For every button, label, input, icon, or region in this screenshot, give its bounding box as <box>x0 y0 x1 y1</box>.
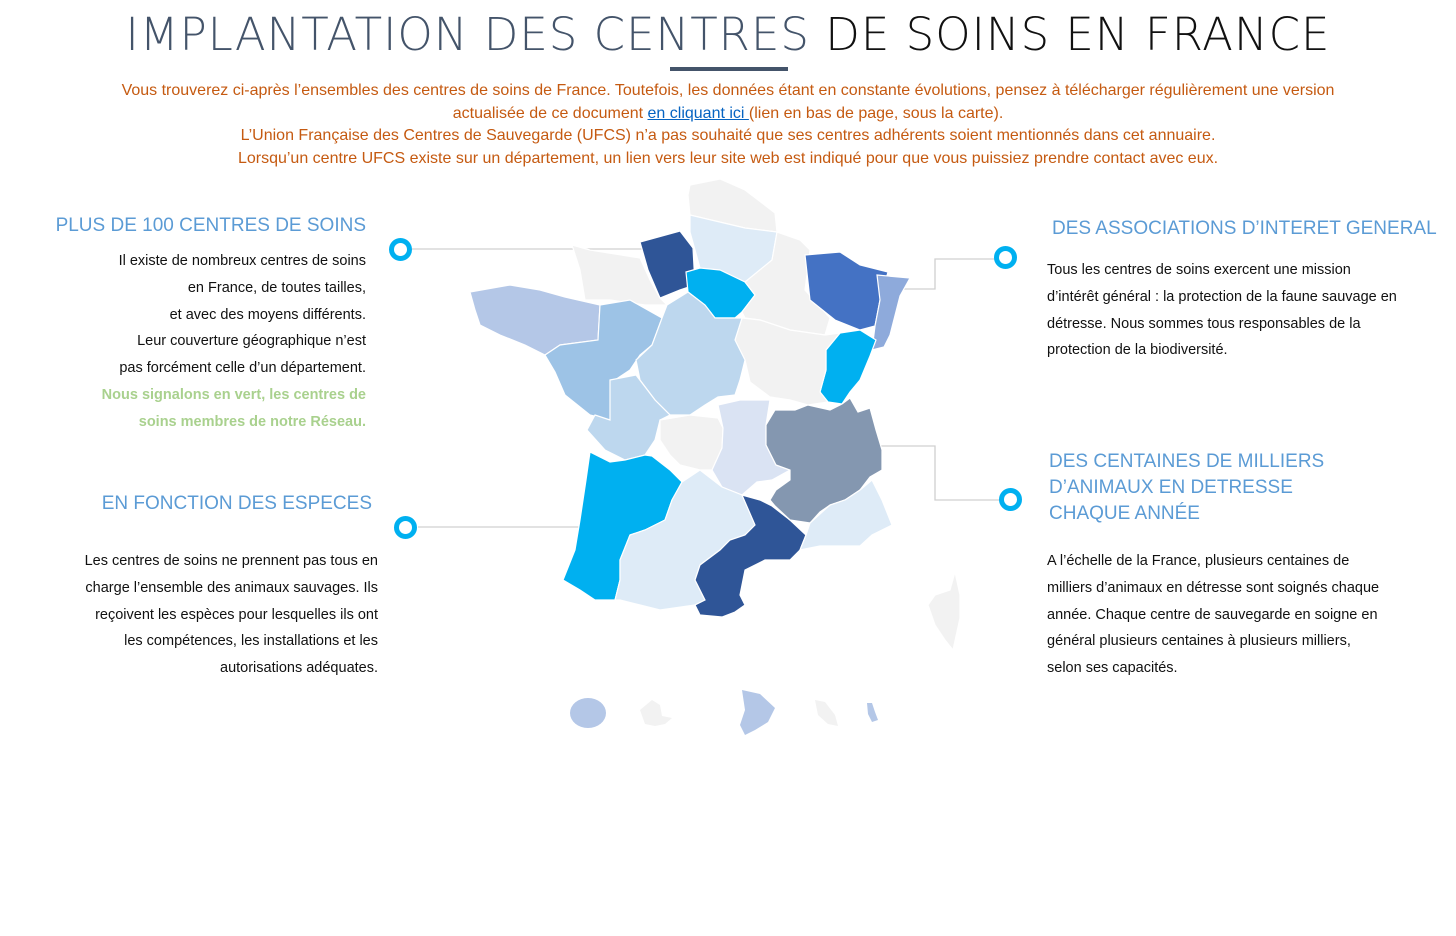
intro-line-2-after: (lien en bas de page, sous la carte). <box>748 104 1004 122</box>
text-line: charge l’ensemble des animaux sauvages. … <box>85 579 378 596</box>
region-mayotte <box>867 703 878 722</box>
region-paca <box>799 479 893 551</box>
region-centre <box>635 291 746 416</box>
region-guadeloupe <box>640 700 672 726</box>
timeline-marker-1 <box>389 238 412 261</box>
green-note-line: soins membres de notre Réseau. <box>138 413 366 430</box>
text-line: milliers d’animaux en détresse sont soig… <box>1047 579 1380 596</box>
text-line: selon ses capacités. <box>1047 660 1178 677</box>
overseas-territories <box>570 690 878 735</box>
section-heading-associations: DES ASSOCIATIONS D’INTERET GENERAL <box>1052 218 1437 239</box>
section-heading-centres: PLUS DE 100 CENTRES DE SOINS <box>55 215 366 236</box>
page-title: IMPLANTATION DES CENTRES DE SOINS EN FRA… <box>0 8 1456 61</box>
text-line: autorisations adéquates. <box>220 660 378 677</box>
text-line: pas forcément celle d’un département. <box>119 360 366 377</box>
intro-text: Vous trouverez ci-après l’ensembles des … <box>60 80 1396 171</box>
intro-line-1: Vous trouverez ci-après l’ensembles des … <box>121 82 1335 99</box>
text-line: Il existe de nombreux centres de soins <box>118 253 366 269</box>
text-line: détresse. Nous sommes tous responsables … <box>1047 315 1361 332</box>
text-line: Tous les centres de soins exercent une m… <box>1047 262 1351 278</box>
text-line: Les centres de soins ne prennent pas tou… <box>84 553 378 569</box>
region-auvergne <box>711 399 792 496</box>
intro-line-4: Lorsqu’un centre UFCS existe sur un dépa… <box>237 150 1219 168</box>
text-line: général plusieurs centaines à plusieurs … <box>1047 633 1351 650</box>
title-underline <box>670 67 788 71</box>
timeline-marker-2 <box>394 516 417 539</box>
intro-line-3: L’Union Française des Centres de Sauvega… <box>240 127 1216 145</box>
title-part-2: DE SOINS EN FRANCE <box>809 8 1331 61</box>
text-line: protection de la biodiversité. <box>1047 342 1228 359</box>
heading-line: CHAQUE ANNÉE <box>1049 503 1200 524</box>
region-languedoc-roussillon <box>694 494 807 618</box>
regions <box>469 178 961 652</box>
region-martinique <box>815 700 838 726</box>
section-text-especes: Les centres de soins ne prennent pas tou… <box>40 548 378 682</box>
section-heading-especes: EN FONCTION DES ESPECES <box>101 493 372 514</box>
heading-line: DES CENTAINES DE MILLIERS <box>1049 451 1325 472</box>
section-heading-animaux: DES CENTAINES DE MILLIERS D’ANIMAUX EN D… <box>1049 449 1429 527</box>
title-part-1: IMPLANTATION DES CENTRES <box>125 8 810 61</box>
download-link[interactable]: en cliquant ici <box>647 104 749 122</box>
text-line: Leur couverture géographique n’est <box>137 333 366 350</box>
text-line: les compétences, les installations et le… <box>124 633 378 650</box>
intro-line-2-text: actualisée de ce document <box>452 104 648 122</box>
text-line: en France, de toutes tailles, <box>187 279 366 296</box>
text-line: année. Chaque centre de sauvegarde en so… <box>1047 606 1378 623</box>
connector-line-4 <box>872 445 1000 501</box>
green-note-line: Nous signalons en vert, les centres de <box>101 386 366 403</box>
section-text-associations: Tous les centres de soins exercent une m… <box>1047 257 1447 364</box>
region-corse <box>927 571 961 652</box>
section-text-animaux: A l’échelle de la France, plusieurs cent… <box>1047 548 1447 682</box>
region-alsace <box>871 274 911 351</box>
text-line: d’intérêt général : la protection de la … <box>1047 288 1397 305</box>
section-text-centres: Il existe de nombreux centres de soins e… <box>40 248 366 436</box>
region-guyane <box>740 690 775 735</box>
text-line: reçoivent les espèces pour lesquelles il… <box>95 606 378 623</box>
region-limousin <box>659 414 724 471</box>
text-line: A l’échelle de la France, plusieurs cent… <box>1047 553 1350 569</box>
timeline-marker-4 <box>999 488 1022 511</box>
heading-line: D’ANIMAUX EN DETRESSE <box>1049 477 1293 498</box>
text-line: et avec des moyens différents. <box>169 306 366 323</box>
intro-line-2: actualisée de ce document en cliquant ic… <box>60 103 1396 126</box>
connector-line-3 <box>880 258 995 290</box>
timeline-marker-3 <box>994 246 1017 269</box>
region-reunion <box>570 698 606 728</box>
